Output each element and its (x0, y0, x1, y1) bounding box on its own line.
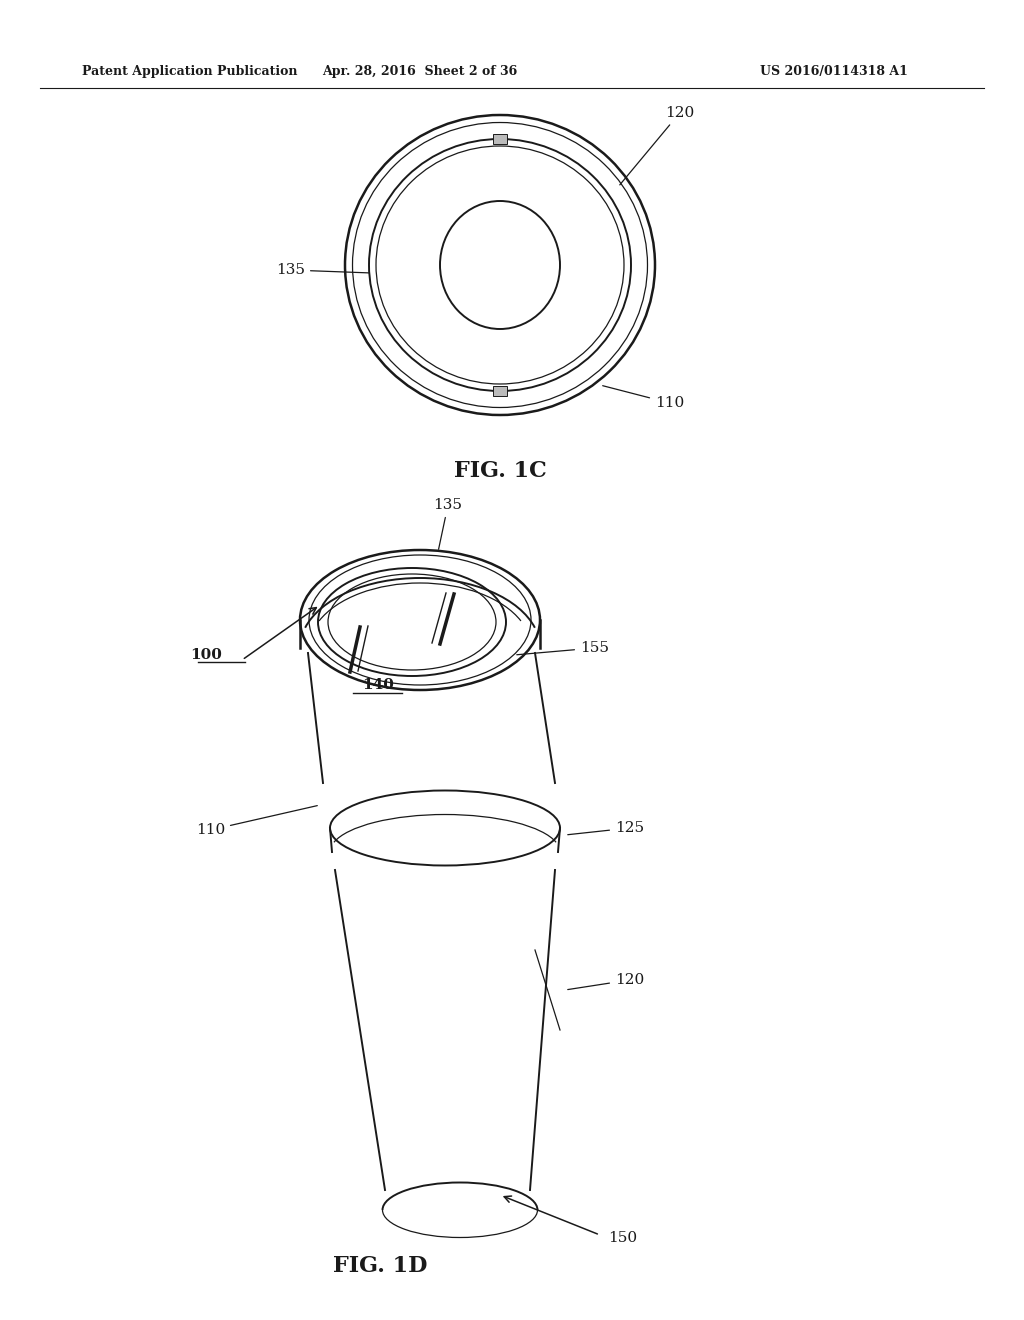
Text: FIG. 1D: FIG. 1D (333, 1255, 427, 1276)
Text: 135: 135 (433, 498, 463, 549)
Text: 120: 120 (620, 106, 694, 185)
Text: 110: 110 (196, 805, 317, 837)
Text: 150: 150 (608, 1232, 637, 1245)
Text: 100: 100 (190, 648, 222, 663)
Bar (493, 385, 507, 396)
Text: 135: 135 (276, 263, 370, 277)
Text: Patent Application Publication: Patent Application Publication (82, 66, 298, 78)
Text: US 2016/0114318 A1: US 2016/0114318 A1 (760, 66, 908, 78)
Text: 120: 120 (567, 973, 644, 990)
Text: 110: 110 (603, 385, 684, 411)
Text: 155: 155 (517, 642, 609, 655)
Text: 140: 140 (362, 678, 394, 692)
Text: FIG. 1C: FIG. 1C (454, 459, 547, 482)
Bar (493, 135, 507, 144)
Text: 125: 125 (567, 821, 644, 836)
Text: Apr. 28, 2016  Sheet 2 of 36: Apr. 28, 2016 Sheet 2 of 36 (323, 66, 517, 78)
